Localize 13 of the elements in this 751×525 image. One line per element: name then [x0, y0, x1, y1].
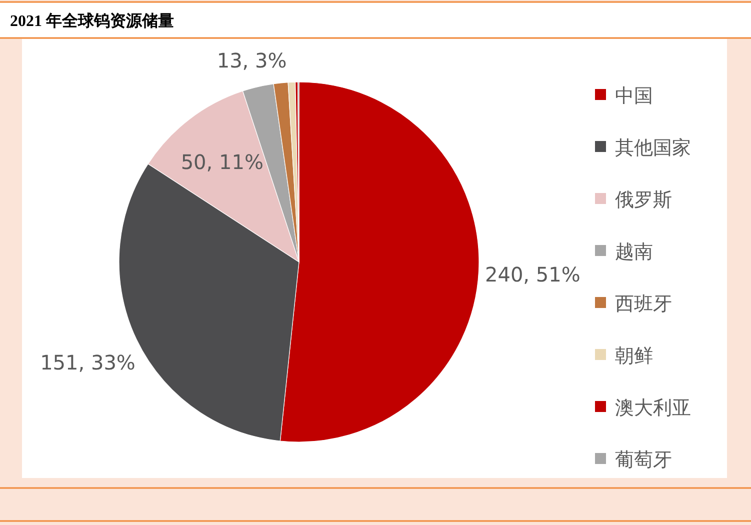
legend-label: 其他国家 — [615, 137, 691, 159]
legend-label: 葡萄牙 — [615, 449, 672, 471]
data-label: 13, 3% — [216, 48, 287, 72]
chart-title: 2021 年全球钨资源储量 — [10, 12, 174, 30]
legend-label: 中国 — [615, 85, 653, 107]
data-label: 151, 33% — [40, 350, 136, 375]
legend-label: 澳大利亚 — [615, 397, 691, 419]
data-label: 240, 51% — [485, 262, 580, 286]
legend-label: 俄罗斯 — [615, 189, 672, 211]
legend-label: 越南 — [615, 241, 653, 263]
legend-label: 朝鲜 — [615, 345, 653, 367]
legend-label: 西班牙 — [615, 293, 672, 315]
data-label: 50, 11% — [180, 150, 264, 174]
